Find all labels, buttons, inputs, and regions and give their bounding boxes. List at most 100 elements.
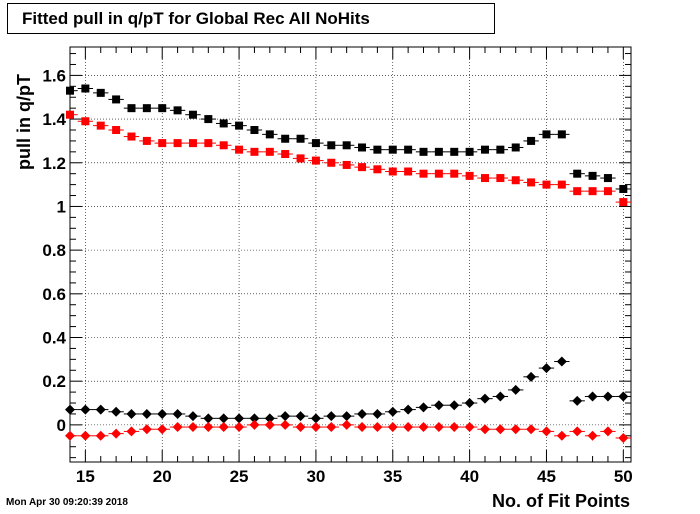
- data-point-diamond: [341, 419, 352, 430]
- data-point-diamond: [602, 426, 613, 437]
- y-tick-label: 0.2: [42, 372, 66, 391]
- data-point-diamond: [464, 422, 475, 433]
- data-point-diamond: [403, 404, 414, 415]
- data-point-diamond: [234, 422, 245, 433]
- data-point-diamond: [249, 419, 260, 430]
- x-tick-label: 50: [614, 467, 633, 486]
- data-point-square: [112, 95, 121, 104]
- data-point-diamond: [187, 422, 198, 433]
- data-point-square: [588, 187, 597, 196]
- data-point-square: [450, 169, 459, 178]
- data-point-square: [542, 180, 551, 189]
- data-point-diamond: [510, 424, 521, 435]
- data-point-diamond: [326, 411, 337, 422]
- data-point-diamond: [141, 424, 152, 435]
- data-point-diamond: [464, 398, 475, 409]
- data-point-diamond: [172, 422, 183, 433]
- data-point-diamond: [510, 384, 521, 395]
- x-tick-label: 30: [306, 467, 325, 486]
- data-point-square: [465, 171, 474, 180]
- data-point-diamond: [80, 404, 91, 415]
- y-tick-label: 0.8: [42, 241, 66, 260]
- data-point-diamond: [526, 424, 537, 435]
- data-point-diamond: [341, 411, 352, 422]
- data-point-square: [281, 150, 290, 159]
- data-point-diamond: [372, 422, 383, 433]
- x-tick-label: 20: [153, 467, 172, 486]
- y-tick-label: 1.2: [42, 154, 66, 173]
- data-point-diamond: [357, 408, 368, 419]
- data-point-diamond: [602, 391, 613, 402]
- data-point-diamond: [372, 408, 383, 419]
- data-point-square: [219, 119, 228, 128]
- data-point-square: [173, 106, 182, 115]
- data-point-square: [204, 115, 213, 124]
- data-point-square: [496, 145, 505, 154]
- data-point-square: [296, 154, 305, 163]
- data-point-diamond: [264, 413, 275, 424]
- data-point-square: [619, 198, 628, 207]
- data-point-diamond: [295, 411, 306, 422]
- data-point-diamond: [433, 400, 444, 411]
- data-point-square: [142, 104, 151, 113]
- data-point-diamond: [280, 419, 291, 430]
- data-point-square: [112, 126, 121, 134]
- data-point-square: [66, 110, 74, 119]
- data-point-diamond: [111, 406, 122, 417]
- data-point-diamond: [418, 422, 429, 433]
- data-point-square: [404, 145, 413, 154]
- x-tick-label: 40: [460, 467, 479, 486]
- data-point-square: [588, 171, 597, 180]
- data-point-diamond: [157, 424, 168, 435]
- data-point-square: [404, 167, 413, 176]
- data-point-square: [527, 178, 536, 187]
- data-point-diamond: [479, 393, 490, 404]
- data-point-diamond: [572, 395, 583, 406]
- data-point-square: [358, 163, 367, 172]
- data-point-diamond: [449, 422, 460, 433]
- data-point-diamond: [495, 424, 506, 435]
- data-point-square: [542, 130, 551, 139]
- title-box: Fitted pull in q/pT for Global Rec All N…: [7, 3, 495, 34]
- data-point-diamond: [357, 422, 368, 433]
- data-point-diamond: [541, 363, 552, 374]
- data-point-square: [142, 136, 151, 145]
- plot-frame: [69, 46, 632, 463]
- data-point-diamond: [526, 371, 537, 382]
- data-point-square: [311, 139, 320, 148]
- data-point-square: [557, 180, 566, 189]
- data-point-square: [527, 136, 536, 145]
- data-point-diamond: [387, 406, 398, 417]
- x-tick-label: 15: [76, 467, 95, 486]
- data-point-diamond: [65, 404, 75, 415]
- data-point-diamond: [157, 408, 168, 419]
- data-point-square: [465, 147, 474, 156]
- data-point-square: [81, 84, 90, 93]
- data-point-square: [342, 141, 351, 150]
- data-point-diamond: [541, 426, 552, 437]
- data-point-square: [204, 139, 213, 148]
- data-point-square: [219, 141, 228, 150]
- data-point-diamond: [556, 430, 567, 441]
- data-point-square: [419, 147, 428, 156]
- data-point-diamond: [295, 422, 306, 433]
- data-point-diamond: [95, 430, 106, 441]
- data-point-square: [511, 143, 520, 152]
- x-tick-label: 25: [230, 467, 249, 486]
- data-point-square: [573, 169, 582, 178]
- data-point-diamond: [234, 413, 245, 424]
- data-point-diamond: [65, 430, 75, 441]
- chart-title: Fitted pull in q/pT for Global Rec All N…: [22, 9, 370, 28]
- x-tick-label: 45: [537, 467, 556, 486]
- data-point-diamond: [587, 430, 598, 441]
- data-point-square: [235, 145, 244, 154]
- data-point-square: [81, 117, 90, 126]
- data-point-square: [619, 184, 628, 193]
- x-tick-label: 35: [383, 467, 402, 486]
- data-point-square: [250, 147, 259, 156]
- data-point-square: [296, 134, 305, 143]
- data-point-diamond: [479, 424, 490, 435]
- data-point-square: [358, 143, 367, 152]
- data-point-diamond: [187, 411, 198, 422]
- data-point-square: [557, 130, 566, 139]
